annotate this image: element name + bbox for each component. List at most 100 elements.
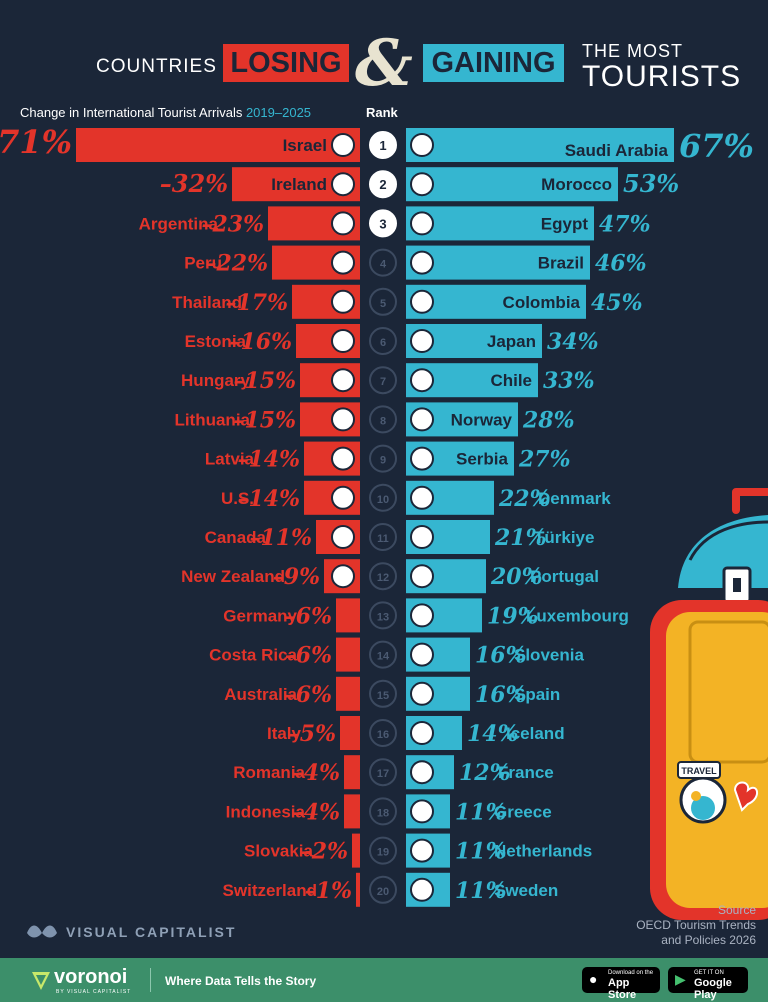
header-ampersand: & bbox=[355, 26, 413, 101]
header-countries: COUNTRIES bbox=[96, 56, 217, 77]
rank-circle-1 bbox=[369, 131, 397, 159]
rank-number-4: 4 bbox=[380, 259, 387, 271]
subtitle-main: Change in International Tourist Arrivals bbox=[20, 105, 243, 120]
category-label-japan: Japan bbox=[487, 332, 536, 351]
flag-chile-icon bbox=[410, 368, 434, 393]
value-label-romania: –4% bbox=[293, 760, 340, 786]
category-label-slovakia: Slovakia bbox=[244, 842, 314, 861]
value-label-hungary: –15% bbox=[233, 368, 296, 394]
value-label-norway: 28% bbox=[522, 407, 575, 433]
category-label-israel: Israel bbox=[283, 136, 327, 155]
category-label-italy: Italy bbox=[267, 724, 302, 743]
voronoi-logo-icon bbox=[32, 972, 50, 990]
value-label-slovenia: 16% bbox=[475, 643, 527, 669]
value-label-t-rkiye: 21% bbox=[494, 525, 547, 551]
rank-circle-19 bbox=[369, 836, 397, 865]
value-label-slovakia: –2% bbox=[301, 839, 348, 865]
category-label-t-rkiye: Türkiye bbox=[534, 528, 594, 547]
rank-circle-2 bbox=[369, 170, 397, 199]
value-label-iceland: 14% bbox=[467, 721, 519, 747]
category-label-new-zealand: New Zealand bbox=[181, 567, 285, 586]
rank-number-5: 5 bbox=[380, 298, 386, 310]
category-label-denmark: Denmark bbox=[538, 489, 611, 508]
flag-estonia-icon bbox=[331, 329, 355, 353]
google-play-small: GET IT ON bbox=[694, 970, 724, 976]
rank-number-19: 19 bbox=[377, 847, 389, 859]
value-label-denmark: 22% bbox=[498, 486, 551, 512]
value-label-morocco: 53% bbox=[623, 169, 679, 198]
bar-gaining-brazil bbox=[406, 245, 590, 280]
rank-number-20: 20 bbox=[377, 886, 389, 898]
flag-egypt-icon bbox=[410, 211, 434, 236]
source-label: Source bbox=[717, 903, 756, 917]
category-label-australia: Australia bbox=[224, 685, 297, 704]
value-label-thailand: –17% bbox=[225, 290, 288, 316]
flag-norway-icon bbox=[410, 407, 434, 432]
voronoi-logo[interactable]: voronoi bbox=[54, 966, 128, 988]
bar-chart: TRAVEL Israel –71% Ireland –32% –23%Argentin… bbox=[0, 123, 768, 920]
google-play-label: Google Play bbox=[694, 977, 732, 1001]
header-the-most: THE MOST bbox=[582, 41, 683, 61]
category-label-france: France bbox=[498, 763, 554, 782]
flag-argentina-icon bbox=[331, 211, 355, 236]
rank-number-12: 12 bbox=[377, 572, 389, 584]
luggage-tag-text: TRAVEL bbox=[681, 766, 717, 776]
category-label-lithuania: Lithuania bbox=[174, 410, 250, 429]
category-label-ireland: Ireland bbox=[271, 175, 327, 194]
value-label-germany: –6% bbox=[285, 603, 332, 629]
flag-luxembourg-icon bbox=[410, 603, 434, 628]
value-label-new-zealand: –9% bbox=[273, 564, 320, 590]
value-label-spain: 16% bbox=[475, 682, 527, 708]
app-store-label: App Store bbox=[608, 977, 637, 1001]
bar-losing-slovakia bbox=[352, 833, 360, 868]
flag-latvia-icon bbox=[331, 446, 355, 471]
value-label-australia: –6% bbox=[285, 682, 332, 708]
header-tourists: TOURISTS bbox=[582, 60, 742, 93]
rank-header: Rank bbox=[366, 105, 398, 120]
value-label-switzerland: –1% bbox=[305, 878, 352, 904]
flag-serbia-icon bbox=[410, 446, 434, 471]
rank-circle-6 bbox=[369, 327, 397, 355]
category-label-spain: Spain bbox=[514, 685, 560, 704]
rank-number-11: 11 bbox=[377, 533, 389, 545]
rank-number-7: 7 bbox=[380, 376, 386, 388]
value-label-u-s: –14% bbox=[237, 486, 300, 512]
losing-series: Israel –71% Ireland –32% –23%Argentina –22%Pe… bbox=[0, 123, 360, 907]
rank-circle-13 bbox=[369, 601, 397, 630]
flag-hungary-icon bbox=[331, 368, 355, 393]
flag-lithuania-icon bbox=[331, 407, 355, 432]
source-line2: and Policies 2026 bbox=[661, 933, 756, 947]
bar-losing-germany bbox=[336, 598, 360, 633]
rank-number-15: 15 bbox=[377, 690, 389, 702]
gaining-series: Saudi Arabia 67% Morocco 53% Egypt 47% Brazil 4… bbox=[406, 127, 754, 907]
bar-losing-indonesia bbox=[344, 794, 360, 829]
value-label-latvia: –14% bbox=[237, 447, 300, 473]
category-label-egypt: Egypt bbox=[541, 214, 589, 233]
value-label-france: 12% bbox=[459, 760, 511, 786]
flag-sweden-icon bbox=[410, 877, 434, 902]
category-label-germany: Germany bbox=[223, 606, 297, 625]
flag-netherlands-icon bbox=[410, 838, 434, 863]
google-play-button[interactable]: ▶ GET IT ON Google Play bbox=[668, 967, 748, 1001]
bar-gaining-saudi-arabia bbox=[406, 128, 674, 162]
flag-slovenia-icon bbox=[410, 642, 434, 667]
brand-name: VISUAL CAPITALIST bbox=[66, 924, 237, 940]
category-label-canada: Canada bbox=[205, 528, 267, 547]
rank-number-6: 6 bbox=[380, 337, 386, 349]
rank-number-16: 16 bbox=[377, 729, 389, 741]
apple-icon: ● bbox=[589, 971, 598, 987]
rank-number-8: 8 bbox=[380, 415, 386, 427]
rank-circle-3 bbox=[369, 209, 397, 238]
category-label-greece: Greece bbox=[494, 802, 552, 821]
rank-circle-16 bbox=[369, 719, 397, 747]
category-label-switzerland: Switzerland bbox=[223, 881, 317, 900]
app-store-button[interactable]: ● Download on the App Store bbox=[582, 967, 660, 1001]
flag-greece-icon bbox=[410, 799, 434, 824]
value-label-sweden: 11% bbox=[455, 878, 507, 904]
value-label-canada: –11% bbox=[249, 525, 312, 551]
category-label-morocco: Morocco bbox=[541, 175, 612, 194]
bar-gaining-morocco bbox=[406, 167, 618, 202]
rank-circle-5 bbox=[369, 287, 397, 316]
value-label-estonia: –16% bbox=[229, 329, 292, 355]
